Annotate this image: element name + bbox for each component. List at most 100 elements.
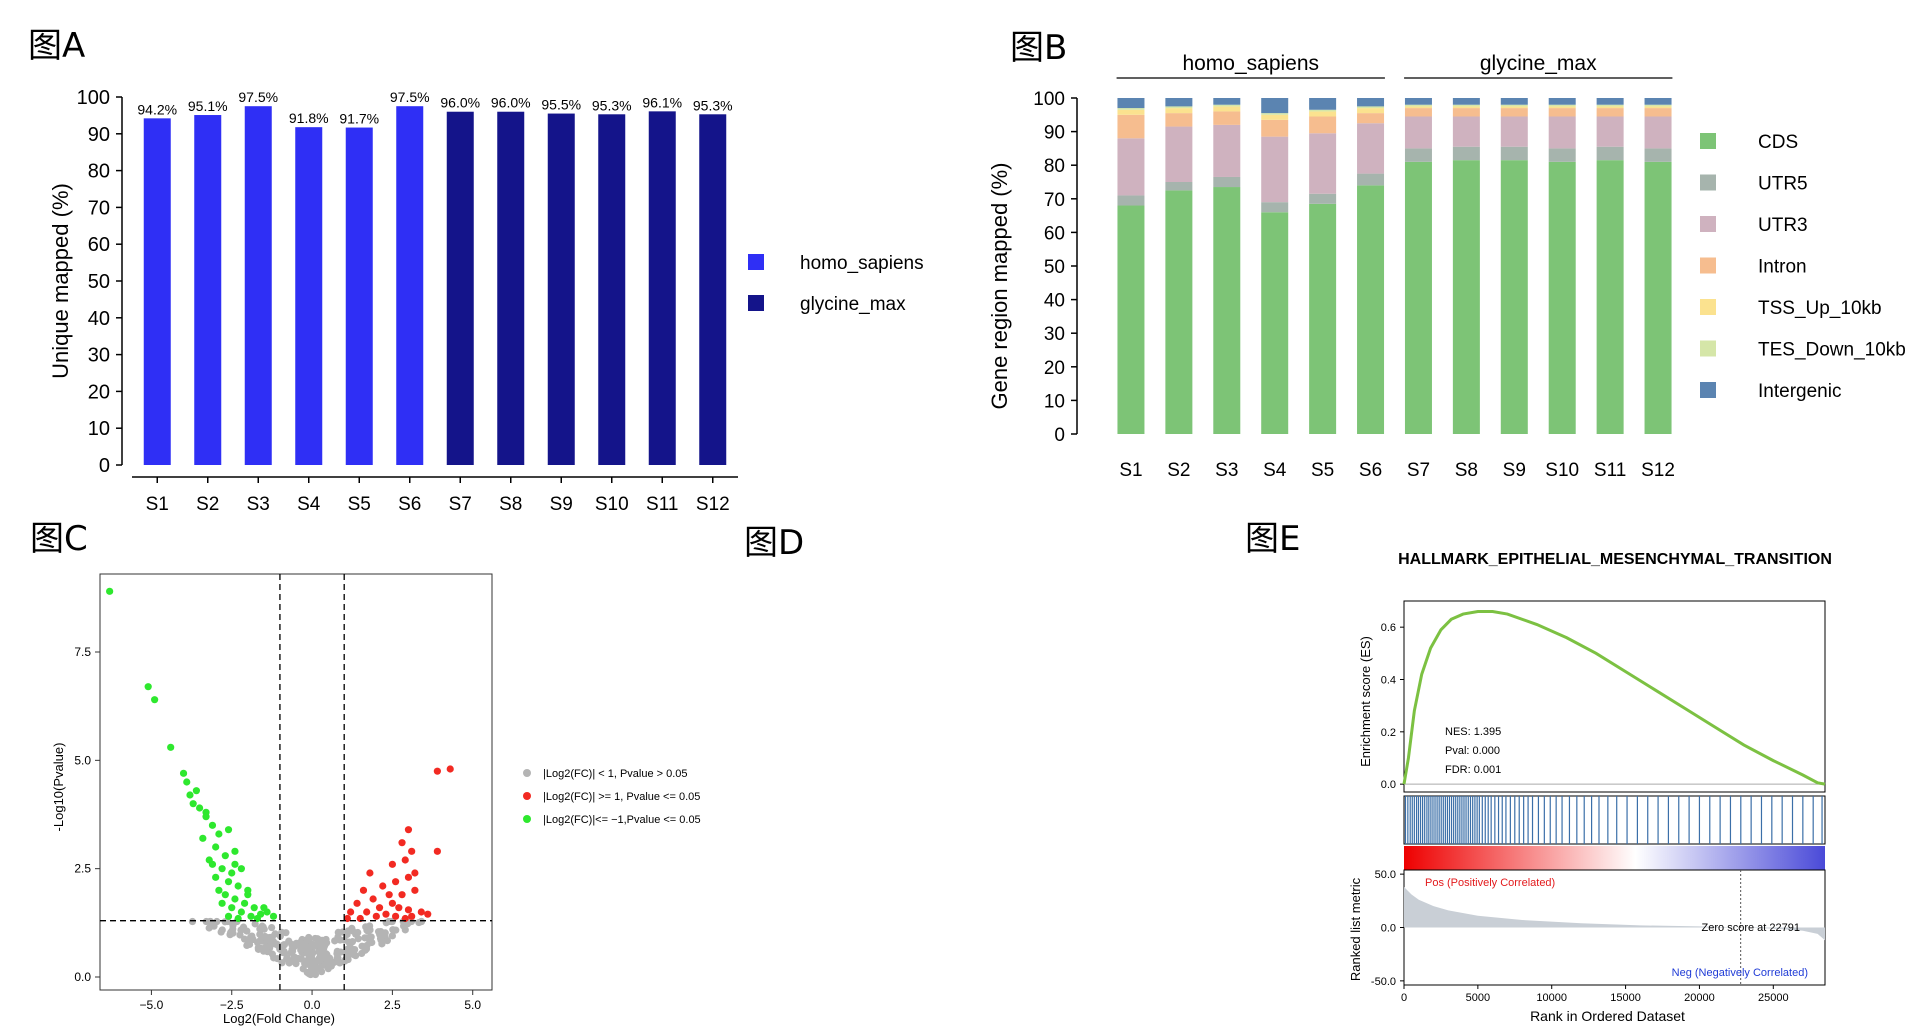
b-stack-segment — [1213, 104, 1241, 107]
b-stack-segment — [1500, 104, 1528, 107]
c-point-down — [208, 821, 217, 829]
c-point-up — [404, 826, 413, 834]
c-point-down — [237, 908, 245, 916]
b-stack-segment — [1548, 116, 1576, 149]
b-y-tick-label: 70 — [1044, 190, 1065, 211]
b-stack-segment — [1357, 185, 1385, 434]
c-point-ns — [256, 937, 264, 945]
c-point-down — [221, 852, 229, 860]
a-x-tick-label: S11 — [646, 494, 678, 515]
c-point-ns — [294, 954, 302, 963]
b-legend-swatch — [1700, 382, 1716, 398]
a-legend-label: homo_sapiens — [800, 253, 924, 274]
c-point-ns — [271, 930, 279, 938]
c-point-ns — [288, 947, 297, 955]
b-x-tick-label: S9 — [1503, 460, 1526, 481]
c-x-axis-title: Log2(Fold Change) — [223, 1011, 335, 1026]
e-x-tick-label: 15000 — [1610, 992, 1641, 1004]
c-point-down — [221, 891, 229, 899]
c-point-ns — [336, 936, 344, 944]
c-point-up — [398, 839, 406, 847]
c-point-ns — [377, 928, 385, 936]
a-bar — [547, 113, 575, 465]
c-point-down — [237, 865, 245, 873]
c-point-up — [392, 912, 400, 920]
b-stack-segment — [1261, 113, 1289, 115]
a-bar-value-label: 95.1% — [188, 98, 228, 114]
b-stack-segment — [1596, 116, 1624, 147]
e-es-y-axis-title: Enrichment score (ES) — [1358, 636, 1373, 767]
b-stack-segment — [1117, 138, 1145, 196]
c-point-ns — [315, 957, 323, 965]
c-point-ns — [205, 924, 213, 932]
a-bar-value-label: 96.1% — [642, 94, 682, 110]
b-stack-segment — [1452, 98, 1480, 105]
c-point-down — [183, 778, 191, 786]
c-point-down — [234, 914, 242, 923]
c-point-down — [186, 791, 194, 799]
c-point-ns — [334, 954, 342, 963]
b-stack-segment — [1644, 161, 1672, 434]
b-legend-label: TSS_Up_10kb — [1758, 298, 1882, 319]
a-x-tick-label: S8 — [499, 494, 522, 515]
b-stack-segment — [1404, 108, 1432, 117]
c-point-down — [247, 912, 255, 920]
c-point-ns — [206, 917, 214, 926]
a-y-tick-label: 20 — [88, 381, 110, 403]
c-point-up — [385, 891, 393, 899]
b-stack-segment — [1357, 123, 1385, 174]
panel-a-title: 图A — [28, 26, 85, 66]
panel-c-title: 图C — [30, 519, 88, 559]
b-stack-segment — [1596, 104, 1624, 107]
c-legend-marker — [523, 769, 531, 777]
c-point-ns — [321, 942, 329, 950]
b-stack-segment — [1644, 104, 1672, 107]
b-stack-segment — [1548, 104, 1576, 107]
c-point-ns — [309, 956, 317, 964]
c-x-tick-label: −2.5 — [220, 998, 244, 1012]
b-stack-segment — [1644, 116, 1672, 149]
b-y-tick-label: 90 — [1044, 123, 1065, 144]
c-point-up — [375, 904, 384, 912]
a-bar — [295, 127, 323, 466]
c-point-down — [218, 865, 226, 873]
c-point-up — [433, 847, 441, 855]
b-stack-segment — [1165, 126, 1193, 182]
b-x-tick-label: S7 — [1407, 460, 1430, 481]
e-rank-gradient-bar — [1404, 846, 1825, 870]
c-point-ns — [288, 940, 296, 949]
b-stack-segment — [1404, 116, 1432, 149]
b-y-tick-label: 50 — [1044, 257, 1065, 278]
a-x-tick-label: S3 — [247, 494, 270, 515]
e-es-y-tick-label: 0.6 — [1381, 622, 1396, 634]
b-stack-segment — [1548, 161, 1576, 434]
c-point-up — [408, 912, 416, 920]
c-point-down — [231, 847, 239, 855]
c-point-ns — [245, 940, 254, 949]
c-point-up — [382, 910, 390, 918]
c-point-up — [433, 767, 441, 775]
c-point-up — [372, 912, 380, 920]
c-point-up — [395, 904, 403, 912]
b-legend-swatch — [1700, 174, 1716, 191]
b-group-label: homo_sapiens — [1182, 52, 1319, 75]
c-point-ns — [389, 926, 397, 934]
b-x-tick-label: S6 — [1359, 460, 1382, 481]
c-point-ns — [361, 946, 369, 954]
e-title: HALLMARK_EPITHELIAL_MESENCHYMAL_TRANSITI… — [1398, 551, 1832, 568]
c-point-ns — [383, 937, 391, 945]
b-stack-segment — [1644, 148, 1672, 162]
a-bar — [598, 114, 626, 466]
c-point-down — [106, 587, 114, 595]
e-hits-frame — [1403, 795, 1826, 845]
b-stack-segment — [1261, 98, 1289, 114]
e-metric-area — [1404, 886, 1825, 941]
c-point-up — [363, 908, 371, 916]
c-point-ns — [303, 960, 311, 968]
e-x-tick-label: 20000 — [1684, 992, 1715, 1004]
c-point-down — [215, 830, 223, 838]
c-point-up — [353, 899, 361, 907]
c-point-down — [196, 804, 204, 812]
c-y-tick-label: 0.0 — [74, 970, 91, 984]
